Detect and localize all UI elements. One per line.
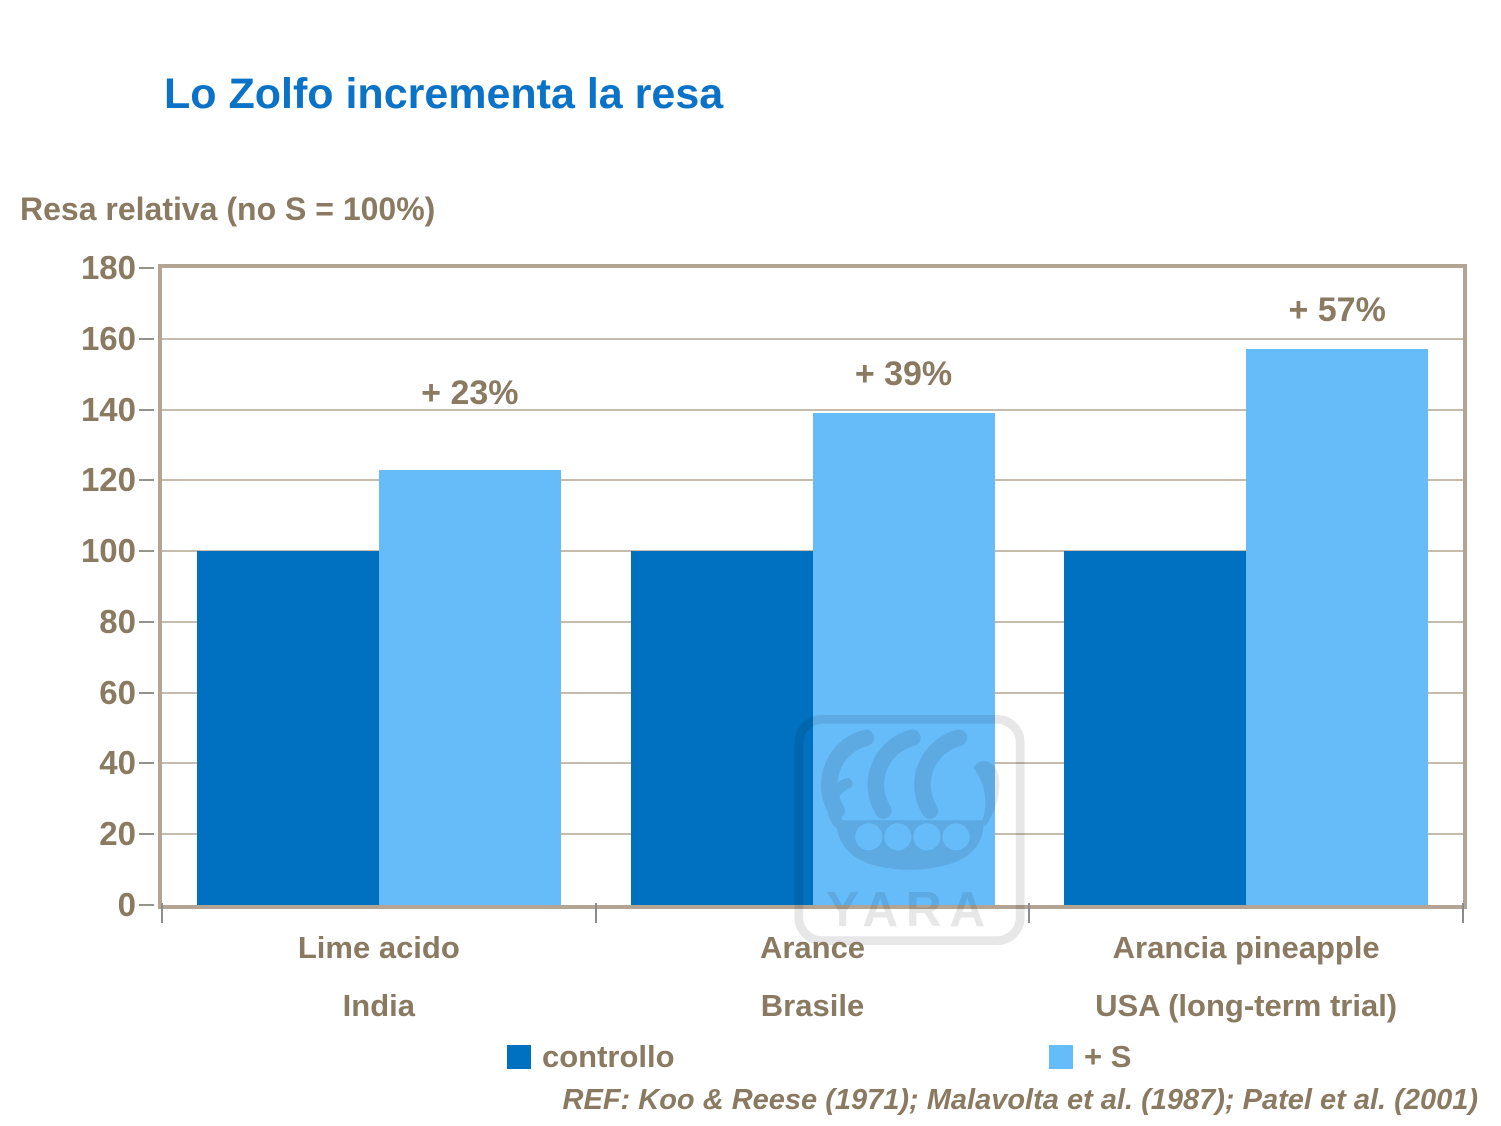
legend-label: controllo [542, 1039, 675, 1074]
y-axis-tick-label-160: 160 [80, 319, 136, 357]
legend-label: + S [1084, 1039, 1132, 1074]
x-axis-tick-mark [1028, 903, 1031, 923]
bar-controllo-1 [630, 551, 813, 905]
bar-S-0 [378, 469, 561, 905]
bar-S-1 [812, 413, 995, 905]
category-label-line2-0: India [342, 988, 415, 1023]
y-axis-tick-mark [139, 833, 154, 836]
bar-S-2 [1246, 349, 1429, 905]
x-axis-tick-mark [161, 903, 163, 923]
y-axis-tick-label-60: 60 [99, 673, 136, 711]
bar-controllo-2 [1064, 551, 1247, 905]
y-axis-tick-label-0: 0 [117, 886, 136, 923]
y-axis-tick-mark [139, 479, 154, 482]
annotation-2: + 57% [1288, 291, 1386, 330]
category-label-line1-1: Arance [759, 930, 866, 965]
y-axis-tick-mark [139, 550, 154, 553]
category-label-line2-2: USA (long-term trial) [1095, 988, 1398, 1023]
chart-title: Lo Zolfo incrementa la resa [164, 70, 724, 118]
y-axis-tick-label-20: 20 [99, 815, 136, 853]
y-axis-tick-label-180: 180 [80, 249, 136, 286]
y-axis-tick-label-40: 40 [99, 744, 136, 782]
annotation-1: + 39% [854, 355, 953, 394]
category-label-line1-0: Lime acido [297, 930, 460, 965]
y-axis-tick-mark [139, 337, 154, 340]
y-axis-tick-label-140: 140 [80, 390, 136, 428]
y-axis-tick-mark [139, 904, 154, 906]
y-axis-tick-label-120: 120 [80, 461, 136, 499]
y-axis-title: Resa relativa (no S = 100%) [20, 191, 436, 227]
y-axis-tick-label-100: 100 [80, 532, 136, 570]
legend-item-controllo: controllo [507, 1039, 675, 1074]
y-axis-tick-mark [139, 620, 154, 623]
y-axis-tick-mark [139, 691, 154, 694]
legend-item-S: + S [1049, 1039, 1132, 1074]
bar-controllo-0 [196, 551, 379, 905]
category-label-line2-1: Brasile [760, 988, 865, 1023]
gridline-140 [162, 408, 1463, 411]
legend-swatch-icon [1049, 1045, 1073, 1069]
category-label-line1-2: Arancia pineapple [1112, 930, 1380, 965]
y-axis-tick-mark [139, 408, 154, 411]
x-axis-tick-mark [1462, 903, 1464, 923]
legend-swatch-icon [507, 1045, 531, 1069]
x-axis-tick-mark [594, 903, 597, 923]
gridline-160 [162, 337, 1463, 340]
y-axis-tick-mark [139, 267, 154, 269]
annotation-0: + 23% [421, 373, 519, 412]
y-axis-tick-label-80: 80 [99, 602, 136, 640]
y-axis-tick-mark [139, 762, 154, 765]
reference-text: REF: Koo & Reese (1971); Malavolta et al… [562, 1084, 1478, 1116]
